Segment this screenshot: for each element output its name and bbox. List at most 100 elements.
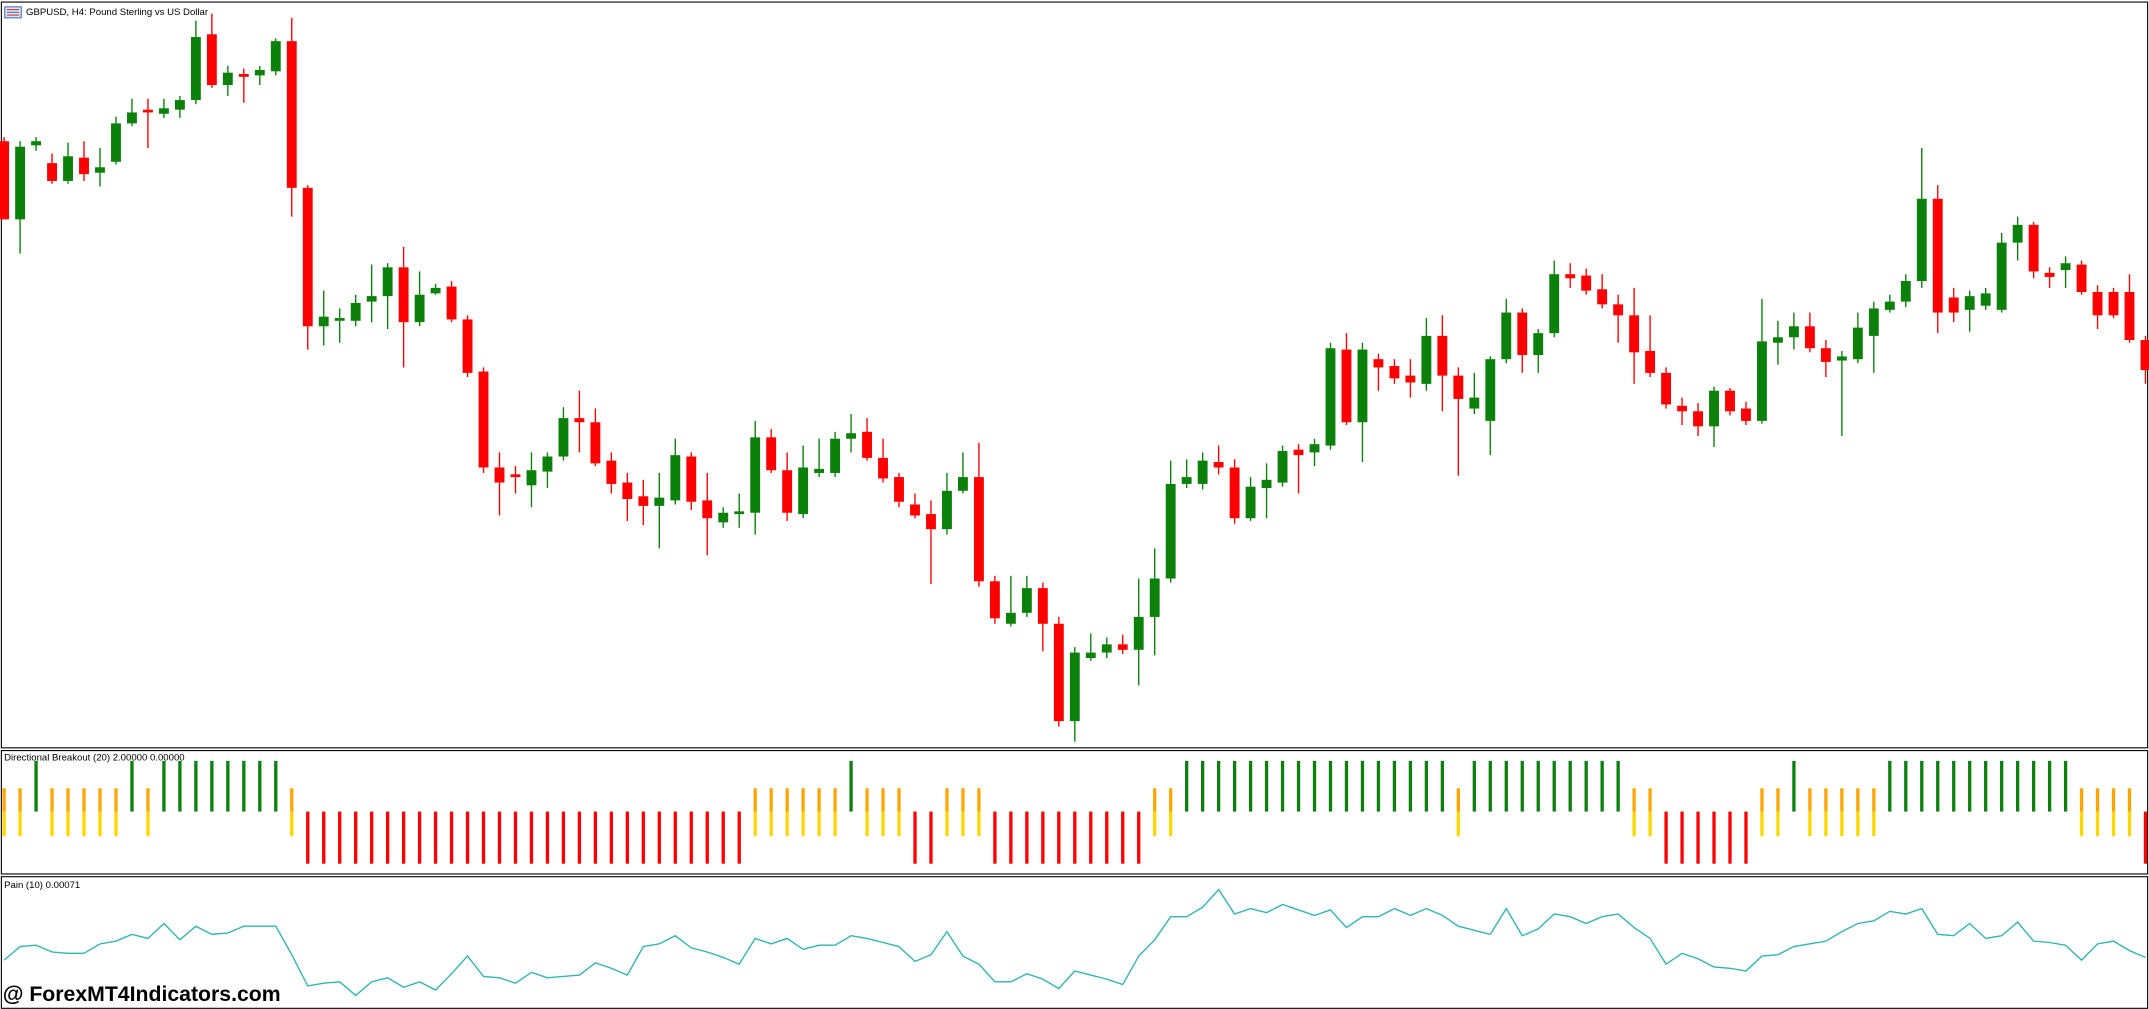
main-pane	[0, 1, 2149, 749]
chart-title: GBPUSD, H4: Pound Sterling vs US Dollar	[26, 7, 209, 18]
candle-body	[638, 496, 649, 506]
candle-body	[2124, 292, 2135, 340]
candle-body	[1485, 359, 1496, 421]
signal-bar	[513, 811, 518, 864]
signal-bar	[1344, 760, 1349, 812]
signal-bar	[1456, 811, 1460, 837]
candle-body	[95, 167, 105, 173]
signal-bar	[1872, 788, 1876, 812]
signal-bar	[753, 811, 757, 837]
signal-bar	[785, 788, 789, 812]
signal-bar	[1712, 811, 1716, 864]
candle-body	[910, 504, 920, 516]
signal-bar	[1840, 788, 1844, 812]
signal-bar	[290, 811, 294, 837]
candle-body	[1613, 304, 1624, 316]
candle-body	[782, 470, 793, 513]
signal-bar	[1440, 760, 1444, 812]
signal-bar	[322, 811, 326, 864]
candle-body	[814, 468, 825, 473]
candle-body	[238, 74, 249, 77]
candle-body	[1069, 652, 1080, 722]
candle-body	[2076, 264, 2087, 293]
candle-body	[989, 581, 1000, 619]
candle-body	[1021, 588, 1032, 613]
signal-bar	[2111, 788, 2116, 812]
signal-bar	[1121, 811, 1125, 864]
signal-bar	[1169, 811, 1173, 837]
signal-bar	[1696, 811, 1700, 864]
candle-body	[190, 37, 201, 101]
signal-bar	[2047, 760, 2052, 812]
candle-body	[2092, 292, 2103, 316]
candle-body	[510, 474, 521, 478]
candle-body	[1884, 301, 1895, 310]
signal-bar	[801, 788, 805, 812]
signal-bar	[114, 788, 118, 812]
signal-bar	[705, 811, 709, 864]
candle-body	[894, 477, 904, 502]
signal-bar	[1472, 760, 1476, 812]
candle-body	[1405, 375, 1416, 383]
candle-body	[79, 157, 89, 175]
candle-body	[286, 41, 297, 188]
signal-bar	[1408, 760, 1413, 812]
candle-body	[1373, 359, 1384, 368]
signal-bar	[1392, 760, 1397, 812]
signal-bar	[114, 811, 118, 837]
signal-bar	[641, 811, 645, 864]
signal-bar	[449, 811, 454, 864]
candle-body	[1533, 333, 1544, 356]
candle-body	[206, 34, 217, 85]
candle-body	[686, 456, 697, 502]
candle-body	[1517, 312, 1528, 356]
signal-bar	[290, 788, 294, 812]
signal-bar	[881, 788, 885, 812]
candle-body	[1645, 350, 1656, 373]
signal-bar	[529, 811, 534, 864]
candle-body	[542, 456, 553, 472]
candle-body	[1389, 366, 1400, 379]
signal-bar	[2, 811, 6, 837]
signal-bar	[801, 811, 805, 837]
candle-body	[1053, 623, 1064, 722]
signal-bar	[593, 811, 598, 864]
signal-bar	[465, 811, 470, 864]
signal-bar	[945, 788, 949, 812]
signal-bar	[98, 788, 102, 812]
candle-body	[2108, 292, 2119, 316]
signal-bar	[1920, 760, 1924, 812]
candle-body	[143, 109, 153, 113]
signal-bar	[1776, 811, 1780, 837]
signal-bar	[2127, 811, 2132, 837]
candle-body	[558, 418, 569, 457]
signal-bar	[385, 811, 390, 864]
signal-bar	[1680, 811, 1684, 864]
indicator-title: Pain (10) 0.00071	[4, 880, 80, 891]
signal-bar	[609, 811, 614, 864]
signal-bar	[130, 760, 134, 812]
candle-body	[1565, 274, 1576, 279]
candle-body	[1165, 483, 1176, 579]
indicator-title: Directional Breakout (20) 2.00000 0.0000…	[4, 753, 184, 764]
signal-bar	[929, 811, 933, 864]
signal-bar	[210, 760, 214, 812]
signal-bar	[881, 811, 885, 837]
candle-body	[1693, 411, 1703, 427]
candle-body	[798, 467, 809, 515]
signal-bar	[162, 760, 166, 812]
breakout-pane	[0, 750, 2149, 875]
candle-body	[846, 433, 857, 439]
signal-bar	[178, 760, 182, 812]
signal-bar	[146, 811, 150, 837]
candle-body	[1261, 479, 1272, 489]
candle-body	[462, 319, 473, 373]
signal-bar	[865, 788, 869, 812]
candle-body	[1309, 444, 1320, 453]
candle-body	[366, 296, 377, 302]
signal-bar	[481, 811, 486, 864]
signal-bar	[194, 760, 198, 812]
signal-bar	[1632, 811, 1636, 837]
candle-body	[1932, 198, 1943, 313]
